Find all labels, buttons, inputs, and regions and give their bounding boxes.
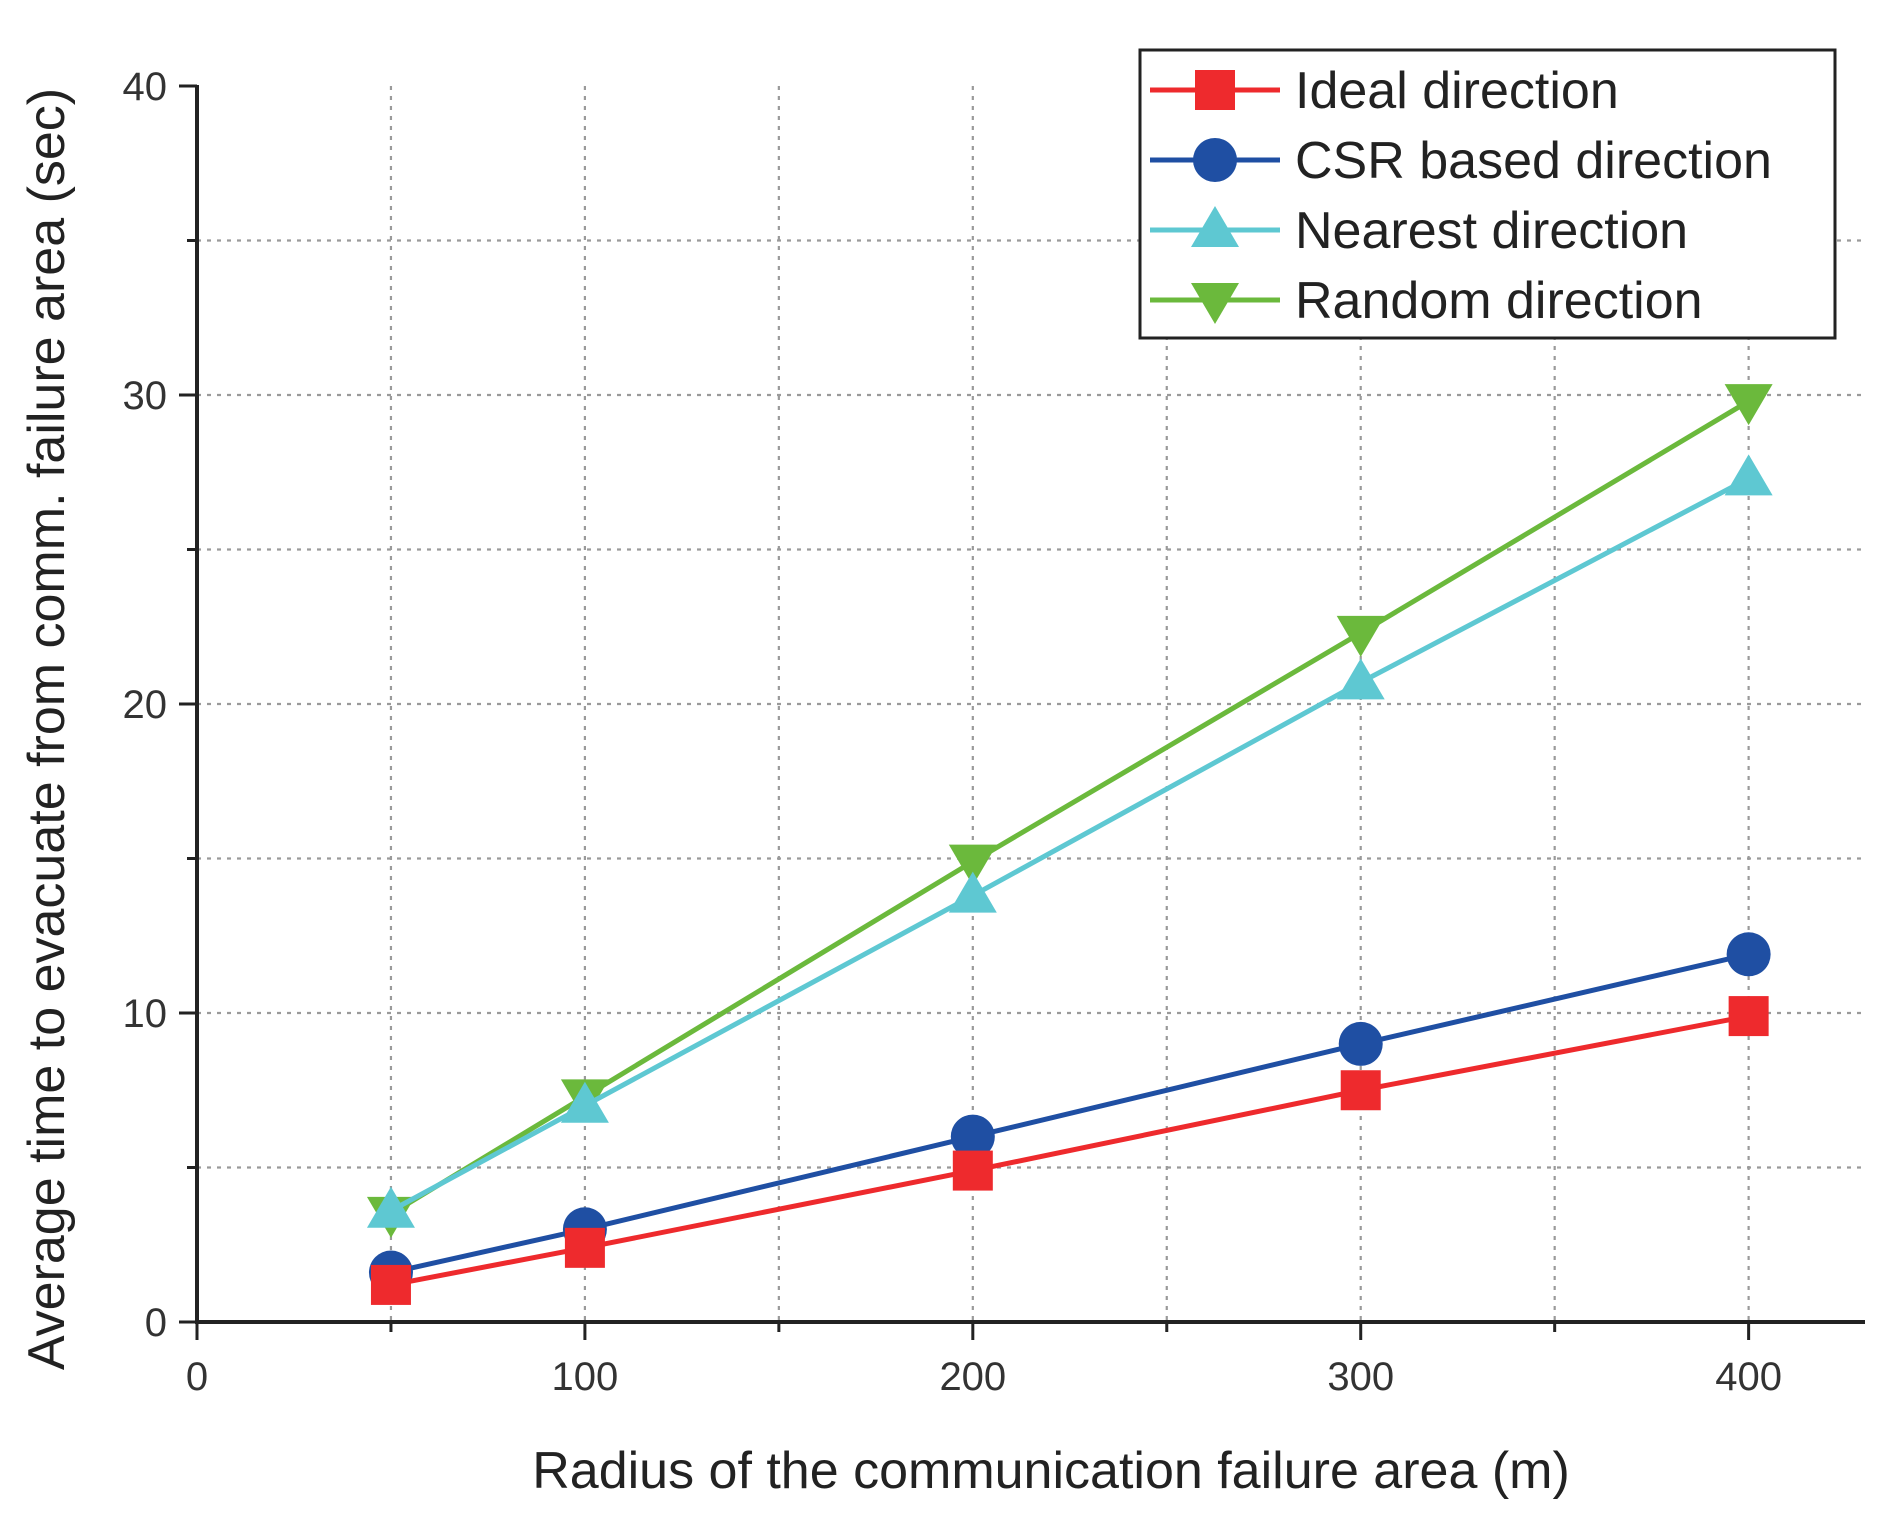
y-tick-label: 20 <box>123 683 168 727</box>
series-random-direction <box>366 384 1773 1238</box>
legend-entry: Ideal direction <box>1150 62 1619 120</box>
legend-label: Ideal direction <box>1295 62 1619 120</box>
y-axis-title: Average time to evacuate from comm. fail… <box>18 88 76 1370</box>
legend: Ideal direction CSR based direction Neares… <box>1138 48 1837 340</box>
data-point <box>1336 615 1385 657</box>
y-tick-label: 40 <box>123 65 168 109</box>
data-point <box>1338 1021 1383 1066</box>
series-nearest-direction <box>366 454 1773 1228</box>
legend-label: Random direction <box>1295 272 1703 330</box>
data-point <box>1726 932 1771 977</box>
data-point <box>948 844 997 886</box>
series-ideal-direction <box>370 996 1769 1305</box>
x-tick-label: 400 <box>1715 1355 1782 1399</box>
x-axis-title: Radius of the communication failure area… <box>532 1442 1570 1500</box>
legend-entry: Random direction <box>1150 272 1703 330</box>
y-tick-label: 30 <box>123 374 168 418</box>
x-tick-label: 200 <box>939 1355 1006 1399</box>
series <box>366 384 1773 1305</box>
data-point <box>370 1264 411 1305</box>
legend-label: CSR based direction <box>1295 132 1772 190</box>
data-point <box>366 1186 415 1228</box>
data-point <box>952 1150 993 1191</box>
legend-entry: Nearest direction <box>1150 202 1688 260</box>
legend-entry: CSR based direction <box>1150 132 1772 190</box>
legend-label: Nearest direction <box>1295 202 1688 260</box>
legend-marker <box>1195 70 1235 110</box>
legend-marker <box>1193 138 1237 182</box>
legend-marker <box>1191 206 1239 247</box>
data-point <box>564 1227 605 1268</box>
data-point <box>1728 996 1769 1037</box>
series-csr-based-direction <box>368 932 1771 1295</box>
data-point <box>948 871 997 913</box>
data-point <box>950 1114 995 1159</box>
x-tick-label: 0 <box>186 1355 208 1399</box>
y-tick-label: 0 <box>145 1301 167 1345</box>
data-point <box>1336 658 1385 700</box>
data-point <box>1340 1070 1381 1111</box>
data-point <box>1724 454 1773 496</box>
y-tick-label: 10 <box>123 992 168 1036</box>
data-point <box>560 1081 609 1123</box>
x-tick-label: 300 <box>1327 1355 1394 1399</box>
legend-box <box>1138 48 1837 340</box>
x-tick-label: 100 <box>552 1355 619 1399</box>
data-point <box>1724 384 1773 426</box>
legend-marker <box>1191 283 1239 324</box>
